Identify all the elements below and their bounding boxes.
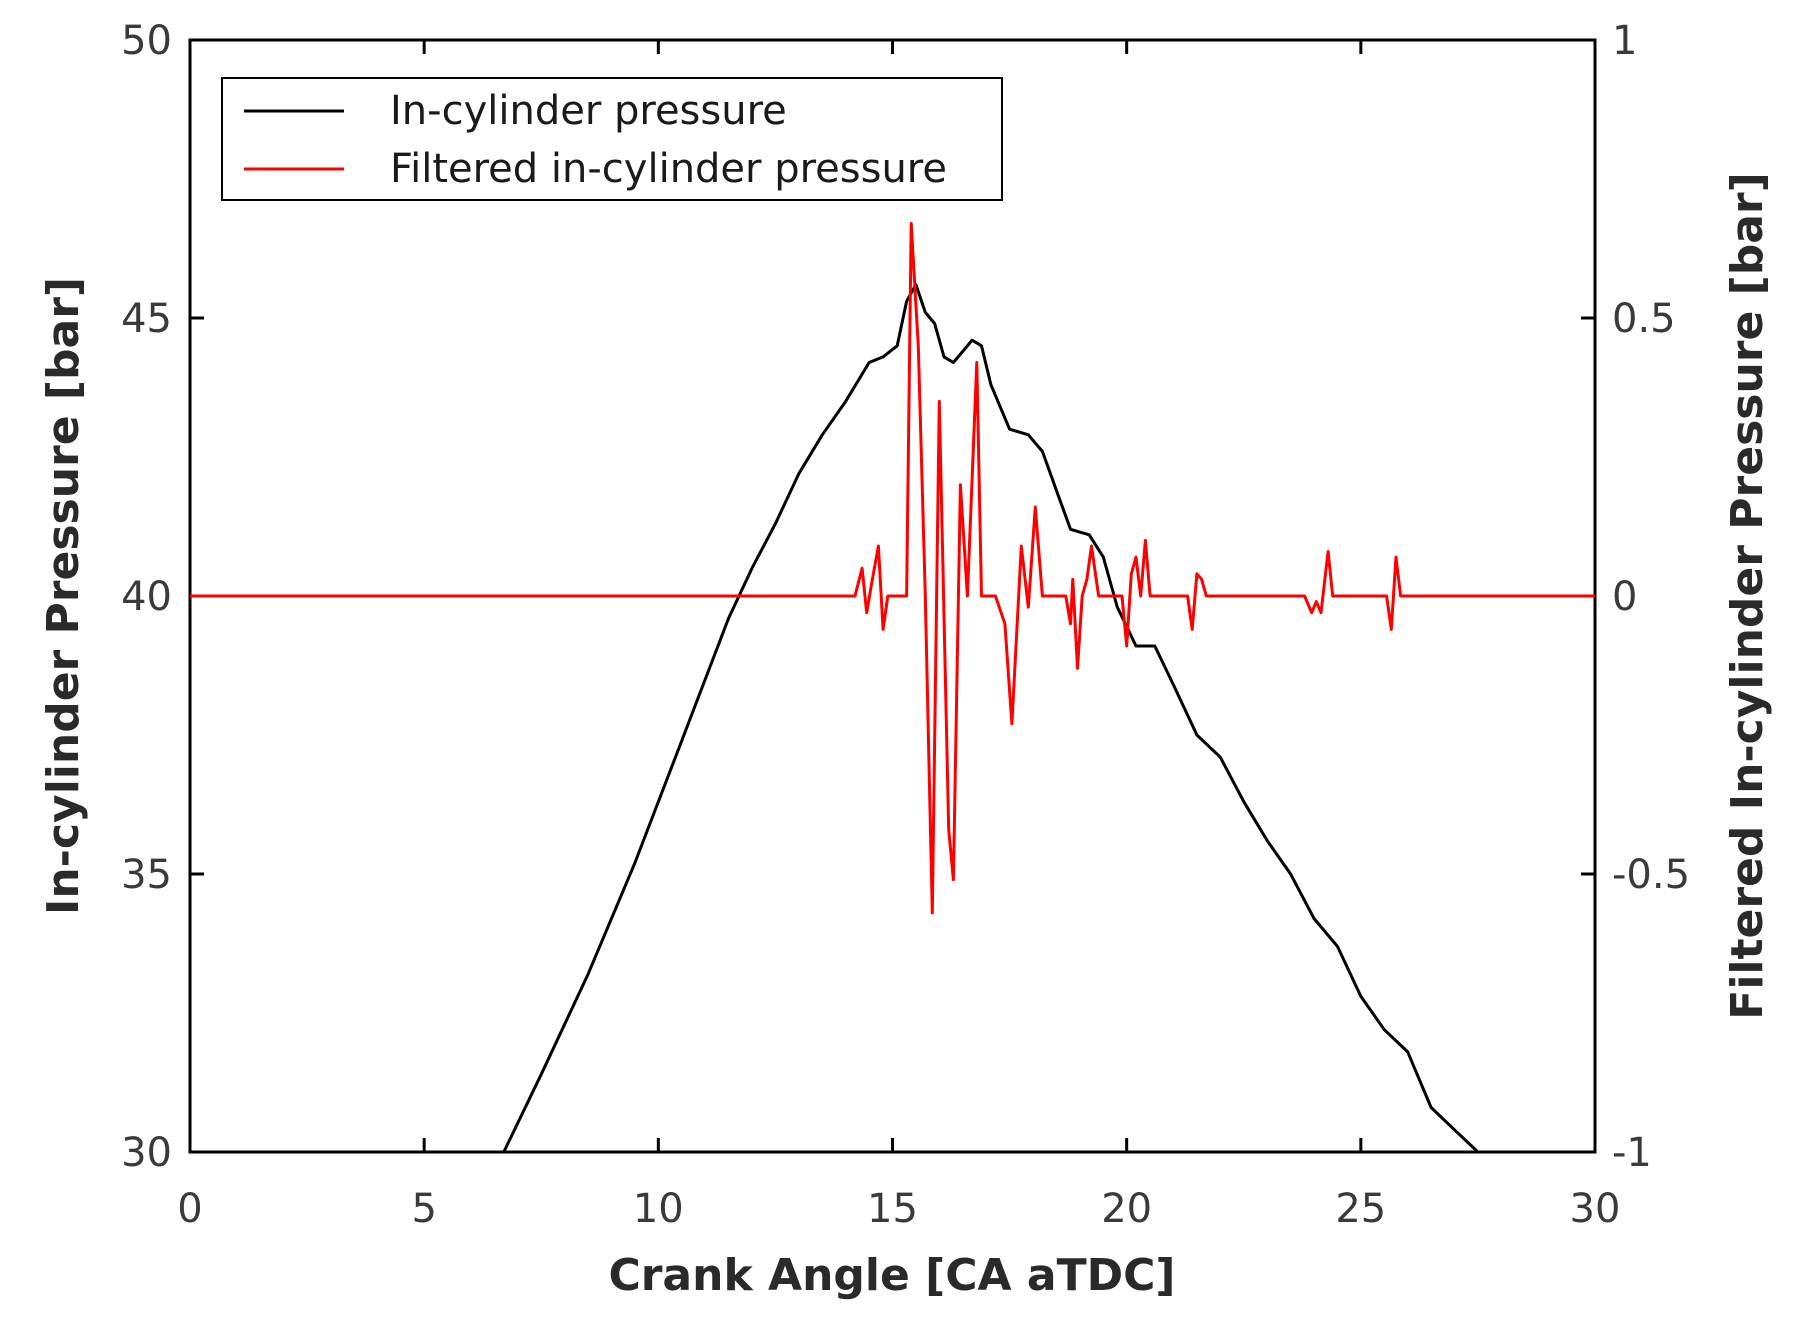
y-right-tick-label: 0.5 [1612,296,1676,342]
y-right-axis-title: Filtered In-cylinder Pressure [bar] [1722,172,1773,1019]
x-tick-label: 20 [1101,1186,1152,1232]
legend-label-in-cylinder-pressure: In-cylinder pressure [390,88,787,134]
legend-label-filtered-in-cylinder-pressure: Filtered in-cylinder pressure [390,146,947,192]
x-tick-label: 25 [1335,1186,1386,1232]
series-line-filtered-in-cylinder-pressure [190,222,1595,915]
y-right-tick-label: -0.5 [1612,852,1690,898]
x-tick-label: 10 [633,1186,684,1232]
legend-box [221,77,1003,201]
series-line-in-cylinder-pressure [502,283,1479,1154]
x-axis-title: Crank Angle [CA aTDC] [608,1250,1175,1301]
legend: In-cylinder pressure Filtered in-cylinde… [221,77,1003,201]
x-tick-label: 30 [1570,1186,1621,1232]
series-layer [190,222,1595,1154]
y-right-tick-label: 1 [1612,18,1637,64]
x-tick-label: 5 [411,1186,436,1232]
y-right-tick-label: 0 [1612,574,1637,620]
y-right-tick-label: -1 [1612,1130,1652,1176]
x-tick-label: 0 [177,1186,202,1232]
y-left-tick-label: 50 [121,18,172,64]
y-left-tick-label: 45 [121,296,172,342]
x-tick-label: 15 [867,1186,918,1232]
y-left-axis-title: In-cylinder Pressure [bar] [38,277,89,915]
y-left-tick-label: 35 [121,852,172,898]
y-left-tick-label: 30 [121,1130,172,1176]
y-left-tick-label: 40 [121,574,172,620]
